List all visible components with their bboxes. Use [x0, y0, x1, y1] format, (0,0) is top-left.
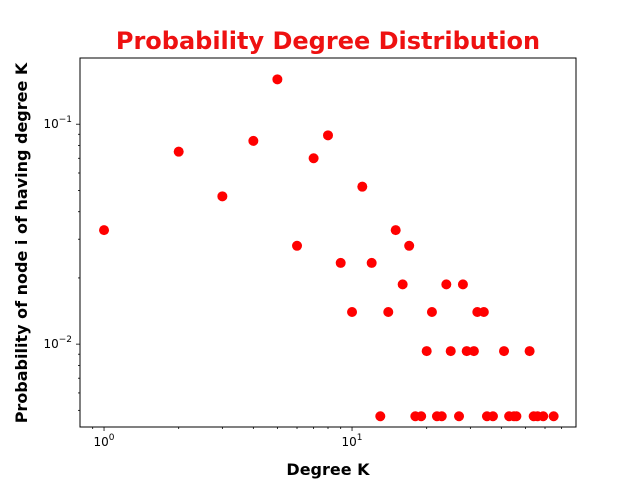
y-tick-label: 10−1: [43, 115, 72, 131]
data-point: [499, 346, 510, 357]
data-point: [308, 153, 319, 164]
data-point: [357, 181, 368, 192]
data-point: [397, 279, 408, 290]
x-tick-label: 101: [342, 433, 363, 449]
y-axis-label: Probability of node i of having degree K: [12, 62, 31, 423]
data-point: [347, 307, 358, 318]
data-point: [538, 411, 549, 422]
data-point: [487, 411, 498, 422]
data-point: [383, 307, 394, 318]
data-point: [454, 411, 465, 422]
data-point: [548, 411, 559, 422]
data-point: [416, 411, 427, 422]
plot-frame: [79, 57, 577, 428]
data-point: [511, 411, 522, 422]
data-point: [524, 346, 535, 357]
plot-area: 100 101 10−2 10−1: [43, 57, 577, 449]
data-point: [468, 346, 479, 357]
data-point: [335, 257, 346, 268]
chart-title: Probability Degree Distribution: [116, 27, 540, 55]
data-point: [390, 225, 401, 236]
data-point: [248, 135, 259, 146]
data-point: [445, 346, 456, 357]
data-point: [457, 279, 468, 290]
data-point: [292, 240, 303, 251]
y-tick-label: 10−2: [43, 335, 72, 351]
data-point: [404, 240, 415, 251]
x-tick-label: 100: [94, 433, 115, 449]
data-point: [436, 411, 447, 422]
data-point: [441, 279, 452, 290]
data-point: [217, 191, 228, 202]
x-axis-label: Degree K: [286, 460, 370, 479]
data-point: [426, 307, 437, 318]
data-point: [421, 346, 432, 357]
data-point: [99, 225, 110, 236]
data-point: [461, 346, 472, 357]
data-point: [173, 146, 184, 157]
data-point: [478, 307, 489, 318]
data-point: [323, 130, 333, 141]
data-point: [366, 257, 377, 268]
data-point: [272, 74, 283, 85]
data-point: [375, 411, 386, 422]
